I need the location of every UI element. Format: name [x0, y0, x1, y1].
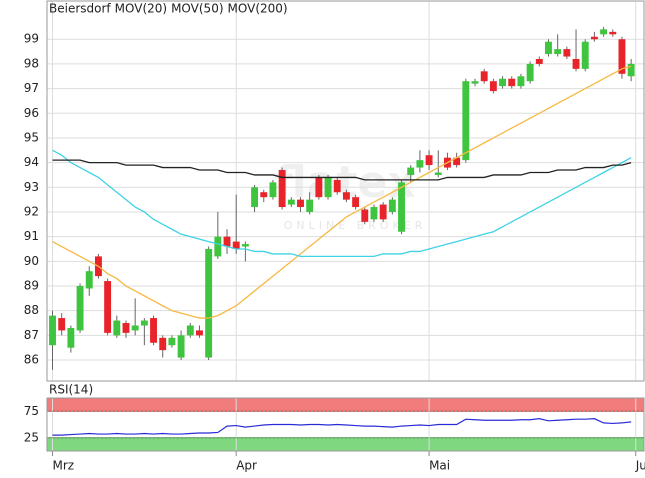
candle-body [260, 192, 268, 198]
rsi-frame [46, 397, 645, 452]
candle-body [489, 81, 497, 92]
candle-body [49, 315, 56, 346]
y-tick-label: 98 [24, 56, 39, 70]
y-tick-label: 99 [24, 32, 39, 46]
legend-entry: MOV(20) [115, 2, 167, 16]
ma-line [52, 159, 632, 181]
rsi-lower-band [46, 437, 645, 452]
candle-body [471, 81, 479, 84]
candle-body [379, 204, 387, 220]
candle-body [462, 81, 470, 161]
candle-body [76, 286, 84, 331]
candle-body [361, 209, 369, 222]
ma-line [52, 149, 632, 258]
candle-body [140, 320, 148, 326]
candle-body [600, 29, 608, 35]
candle-body [609, 31, 617, 35]
candle-body [453, 157, 461, 166]
candle-body [434, 172, 442, 175]
candle-body [214, 236, 222, 257]
candle-body [517, 76, 525, 87]
candle-body [150, 318, 157, 343]
y-tick-label: 94 [24, 155, 39, 169]
candle-body [131, 325, 139, 331]
candle-body [241, 244, 249, 247]
x-tick-label: Mrz [53, 459, 75, 473]
candle-body [297, 199, 304, 208]
candle-body [388, 199, 396, 212]
rsi-line [52, 418, 632, 436]
plot-frame [46, 0, 645, 382]
candle-body [58, 318, 66, 331]
y-tick-label: 87 [24, 328, 39, 342]
candle-body [416, 160, 424, 168]
y-tick-label: 93 [24, 180, 39, 194]
candle-body [572, 58, 580, 69]
candle-body [232, 241, 240, 249]
y-tick-label: 92 [24, 204, 39, 218]
candle-body [618, 39, 626, 74]
candle-body [104, 281, 112, 333]
candle-body [508, 78, 516, 87]
candle-body [352, 197, 360, 208]
candle-body [590, 36, 598, 40]
candle-body [122, 323, 130, 333]
rsi-label: RSI(14) [49, 383, 93, 397]
candle-body [306, 199, 314, 212]
y-tick-label: 90 [24, 254, 39, 268]
x-tick-label: Jun [635, 459, 645, 473]
candle-body [168, 337, 176, 346]
candle-body [333, 179, 341, 193]
candle-body [425, 155, 433, 166]
candle-body [177, 335, 185, 358]
candle-body [342, 192, 350, 200]
candle-body [85, 271, 93, 289]
candle-body [526, 63, 534, 82]
candle-body [67, 327, 75, 348]
watermark-tagline: ONLINE BROKER [284, 219, 427, 232]
candle-body [205, 248, 213, 358]
candle-body [159, 337, 167, 351]
rsi-upper-band [46, 397, 645, 412]
candle-body [480, 71, 488, 82]
candle-body [499, 78, 507, 87]
y-tick-label: 86 [24, 353, 39, 367]
candle-body [196, 330, 203, 336]
candle-body [398, 182, 405, 232]
candle-body [315, 177, 323, 198]
legend-entry: MOV(200) [228, 2, 288, 16]
candle-body [113, 320, 121, 336]
y-tick-label: 89 [24, 279, 39, 293]
candle-body [545, 41, 552, 55]
candle-body [370, 207, 378, 220]
candle-body [554, 49, 562, 55]
rsi-y-tick-label: 75 [24, 404, 39, 418]
x-tick-label: Mai [429, 459, 450, 473]
y-tick-label: 97 [24, 81, 39, 95]
legend-entry: Beiersdorf [49, 2, 111, 16]
y-tick-label: 88 [24, 303, 39, 317]
rsi-y-tick-label: 25 [24, 430, 39, 444]
legend-entry: MOV(50) [171, 2, 223, 16]
candle-body [287, 199, 295, 205]
candle-body [407, 167, 415, 175]
candle-body [627, 63, 635, 77]
y-tick-label: 96 [24, 106, 39, 120]
candle-body [324, 177, 332, 198]
candle-body [269, 182, 277, 198]
candle-body [186, 325, 194, 336]
candle-body [223, 236, 231, 247]
candle-body [563, 49, 571, 57]
candle-body [278, 170, 286, 208]
candle-body [581, 41, 589, 69]
ma-line [52, 65, 632, 319]
x-tick-label: Apr [236, 459, 257, 473]
candle-body [251, 187, 259, 208]
y-tick-label: 95 [24, 130, 39, 144]
y-tick-label: 91 [24, 229, 39, 243]
candle-body [535, 58, 543, 64]
